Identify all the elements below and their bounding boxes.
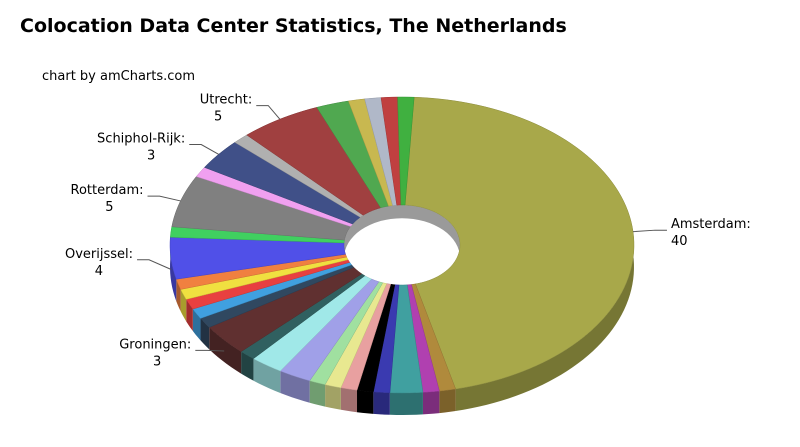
slice <box>397 96 415 206</box>
slice-label: Amsterdam: <box>671 217 751 232</box>
slice-side <box>340 387 358 413</box>
hole-floor <box>344 218 460 299</box>
slice-side <box>209 327 242 374</box>
slice-label: Groningen: <box>119 337 191 352</box>
credit: chart by amCharts.com <box>42 69 195 84</box>
value-label: 4 <box>95 264 103 279</box>
slice-side <box>186 299 193 332</box>
slice-side <box>170 237 177 302</box>
slice-side <box>280 371 310 403</box>
slice-side <box>439 388 456 414</box>
slice-side <box>373 391 390 415</box>
slice-side <box>357 390 374 414</box>
slice-label: Schiphol-Rijk: <box>97 132 185 147</box>
slice-side <box>200 318 210 350</box>
slice-side <box>325 384 341 410</box>
slice-side <box>389 392 423 415</box>
slice-label: Overijssel: <box>65 247 133 262</box>
value-label: 3 <box>153 354 161 369</box>
slice-side <box>422 391 440 415</box>
leader-line <box>147 195 181 202</box>
leader-line <box>195 349 225 352</box>
leader-line <box>189 144 219 155</box>
slice-label: Rotterdam: <box>71 183 144 198</box>
value-label: 5 <box>105 200 113 215</box>
slice-side <box>253 358 281 394</box>
slice-side <box>309 380 326 407</box>
leader-line <box>256 105 281 120</box>
slice-label: Utrecht: <box>200 93 253 108</box>
slice-side <box>192 309 201 341</box>
value-label: 3 <box>147 149 155 164</box>
leader-line <box>633 229 667 233</box>
leader-line <box>137 259 172 270</box>
chart-title: Colocation Data Center Statistics, The N… <box>20 15 567 37</box>
value-label: 5 <box>214 110 222 125</box>
value-label: 40 <box>671 234 688 249</box>
slice-side <box>241 351 254 381</box>
